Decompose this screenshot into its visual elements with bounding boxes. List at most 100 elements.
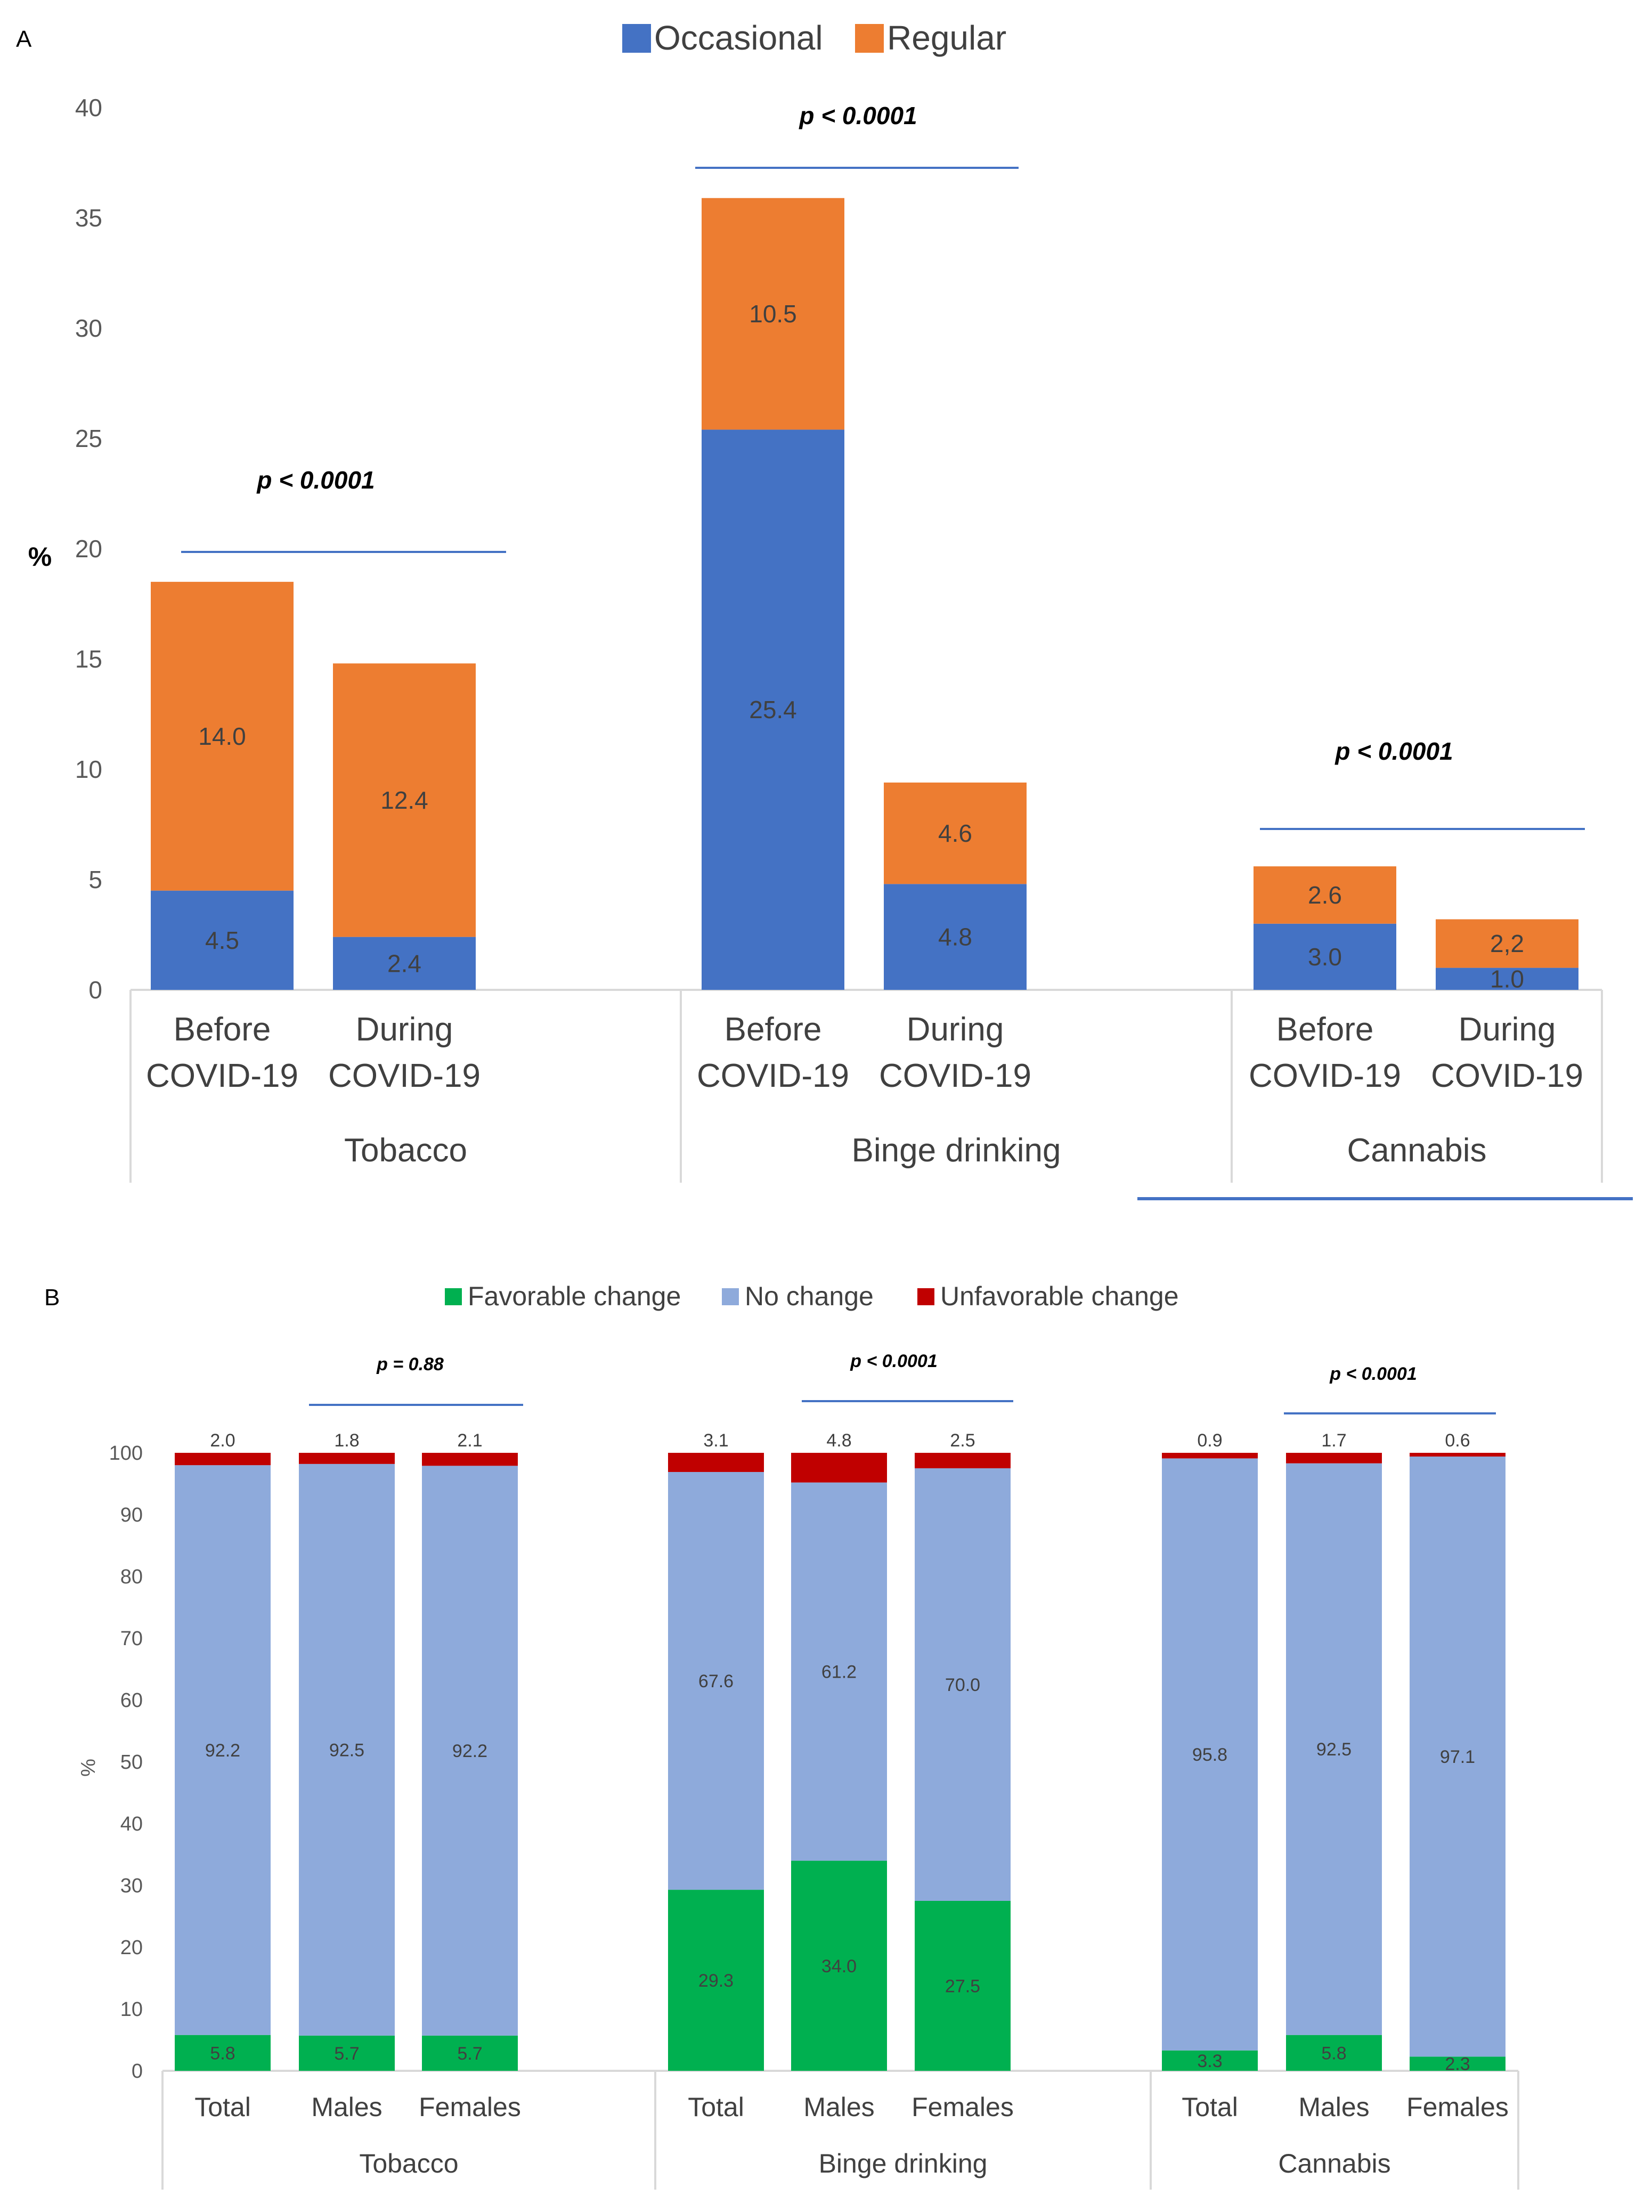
data-label-regular: 2.6 [1308, 881, 1342, 909]
data-label-favorable: 3.3 [1197, 2051, 1222, 2071]
data-label-no-change: 92.5 [1316, 1739, 1352, 1760]
x-category-label: COVID-19 [1431, 1058, 1583, 1094]
bar-favorable [1162, 2050, 1258, 2071]
bar-favorable [422, 2035, 518, 2071]
data-label-occasional: 4.8 [938, 923, 972, 951]
x-group-label: Tobacco [359, 2149, 458, 2178]
bar-unfavorable [1162, 1453, 1258, 1459]
legend-swatch-favorable [445, 1288, 462, 1305]
y-tick-label: 40 [75, 94, 102, 121]
data-label-unfavorable: 1.7 [1321, 1430, 1346, 1451]
y-tick-label: 100 [109, 1442, 143, 1465]
data-label-unfavorable: 2.0 [210, 1430, 235, 1451]
bar-occasional [1436, 967, 1578, 990]
data-label-occasional: 2.4 [387, 949, 421, 977]
data-label-favorable: 34.0 [821, 1956, 857, 1977]
data-label-unfavorable: 3.1 [703, 1430, 728, 1451]
x-category-label: Males [1298, 2092, 1369, 2122]
panel-a: A Occasional Regular 0 5 10 15 20 25 30 35 40% 4.5 14… [16, 19, 1633, 1200]
p-value-label: p = 0.88 [376, 1354, 444, 1375]
p-value-label: p < 0.0001 [256, 466, 375, 494]
panel-b-label: B [44, 1284, 60, 1311]
y-tick-label: 10 [120, 1998, 143, 2021]
data-label-unfavorable: 1.8 [334, 1430, 359, 1451]
y-tick-label: 20 [120, 1937, 143, 1959]
data-label-regular: 10.5 [749, 300, 797, 328]
data-label-no-change: 92.5 [329, 1740, 364, 1760]
y-tick-label: 50 [120, 1751, 143, 1774]
data-label-no-change: 67.6 [698, 1671, 734, 1691]
bar-regular [333, 663, 476, 937]
y-tick-label: 60 [120, 1689, 143, 1712]
data-label-favorable: 2.3 [1445, 2054, 1470, 2075]
bar-unfavorable [422, 1453, 518, 1466]
x-category-label: During [907, 1011, 1004, 1048]
legend-label-regular: Regular [887, 19, 1006, 57]
x-category-label: COVID-19 [697, 1058, 849, 1094]
bar-favorable [1286, 2035, 1382, 2071]
x-category-label: Females [419, 2092, 521, 2122]
bar-unfavorable [1286, 1453, 1382, 1463]
data-label-favorable: 5.7 [457, 2044, 482, 2064]
legend-swatch-regular [855, 24, 884, 53]
bar-no-change [1410, 1456, 1505, 2057]
bar-favorable [175, 2035, 271, 2071]
bar-unfavorable [791, 1453, 887, 1483]
y-tick-label: 5 [88, 866, 102, 893]
x-category-label: Males [311, 2092, 382, 2122]
data-label-favorable: 5.8 [1321, 2043, 1346, 2063]
data-label-occasional: 3.0 [1308, 943, 1342, 971]
bar-favorable [299, 2035, 395, 2071]
data-label-regular: 14.0 [198, 722, 246, 750]
x-group-label: Cannabis [1347, 1132, 1487, 1169]
group-cannabis: 3.0 2.6 Before COVID-19 1.0 2,2 During COVID-19… [1249, 737, 1585, 1169]
panel-a-label: A [16, 26, 32, 52]
x-group-label: Cannabis [1278, 2149, 1390, 2178]
legend-swatch-unfavorable [917, 1288, 934, 1305]
x-category-label: Before [174, 1011, 271, 1048]
x-category-label: Before [1276, 1011, 1374, 1048]
bar-favorable [668, 1890, 764, 2071]
p-value-label: p < 0.0001 [798, 102, 917, 129]
group-tobacco: 4.5 14.0 Before COVID-19 2.4 12.4 During COVID-… [146, 466, 506, 1169]
legend-a: Occasional Regular [622, 19, 1006, 57]
group-cannabis: 3.3 95.8 0.9 Total 5.8 92.5 1.7 Males 2.3 97.1 0.6… [1162, 1364, 1509, 2178]
bar-regular [1436, 919, 1578, 968]
y-tick-label: 0 [88, 976, 102, 1004]
data-label-unfavorable: 0.6 [1445, 1430, 1470, 1451]
group-binge-drinking: 25.4 10.5 Before COVID-19 4.8 4.6 During COVID-… [695, 102, 1061, 1169]
x-category-label: Females [912, 2092, 1014, 2122]
data-label-occasional: 4.5 [205, 926, 239, 954]
x-category-label: COVID-19 [146, 1058, 298, 1094]
x-category-label: Females [1406, 2092, 1509, 2122]
x-category-label: Total [1182, 2092, 1238, 2122]
legend-swatch-no-change [722, 1288, 739, 1305]
y-tick-label: 25 [75, 425, 102, 452]
bar-no-change [299, 1463, 395, 2036]
bar-occasional [884, 884, 1027, 990]
y-tick-label: 80 [120, 1566, 143, 1588]
p-value-label: p < 0.0001 [850, 1351, 938, 1371]
bar-regular [884, 782, 1027, 884]
bar-occasional [333, 937, 476, 990]
data-label-no-change: 97.1 [1440, 1747, 1475, 1767]
data-label-occasional: 1.0 [1490, 965, 1524, 993]
y-tick-label: 15 [75, 645, 102, 673]
group-binge-drinking: 29.3 67.6 3.1 Total 34.0 61.2 4.8 Males 27.5 70.0… [668, 1351, 1014, 2178]
y-tick-label: 10 [75, 755, 102, 783]
y-tick-label: 20 [75, 535, 102, 563]
bar-unfavorable [299, 1453, 395, 1464]
legend-label-occasional: Occasional [654, 19, 823, 57]
data-label-no-change: 92.2 [452, 1741, 487, 1761]
y-tick-label: 40 [120, 1813, 143, 1835]
x-group-label: Binge drinking [852, 1132, 1061, 1169]
bar-no-change [1286, 1463, 1382, 2035]
legend-b: Favorable change No change Unfavorable cha… [445, 1281, 1179, 1311]
y-tick-label: 35 [75, 204, 102, 232]
bar-unfavorable [915, 1453, 1011, 1468]
bar-unfavorable [175, 1453, 271, 1466]
data-label-no-change: 70.0 [945, 1675, 980, 1695]
data-label-occasional: 25.4 [749, 696, 797, 723]
bar-no-change [791, 1482, 887, 1861]
data-label-unfavorable: 4.8 [826, 1430, 851, 1451]
